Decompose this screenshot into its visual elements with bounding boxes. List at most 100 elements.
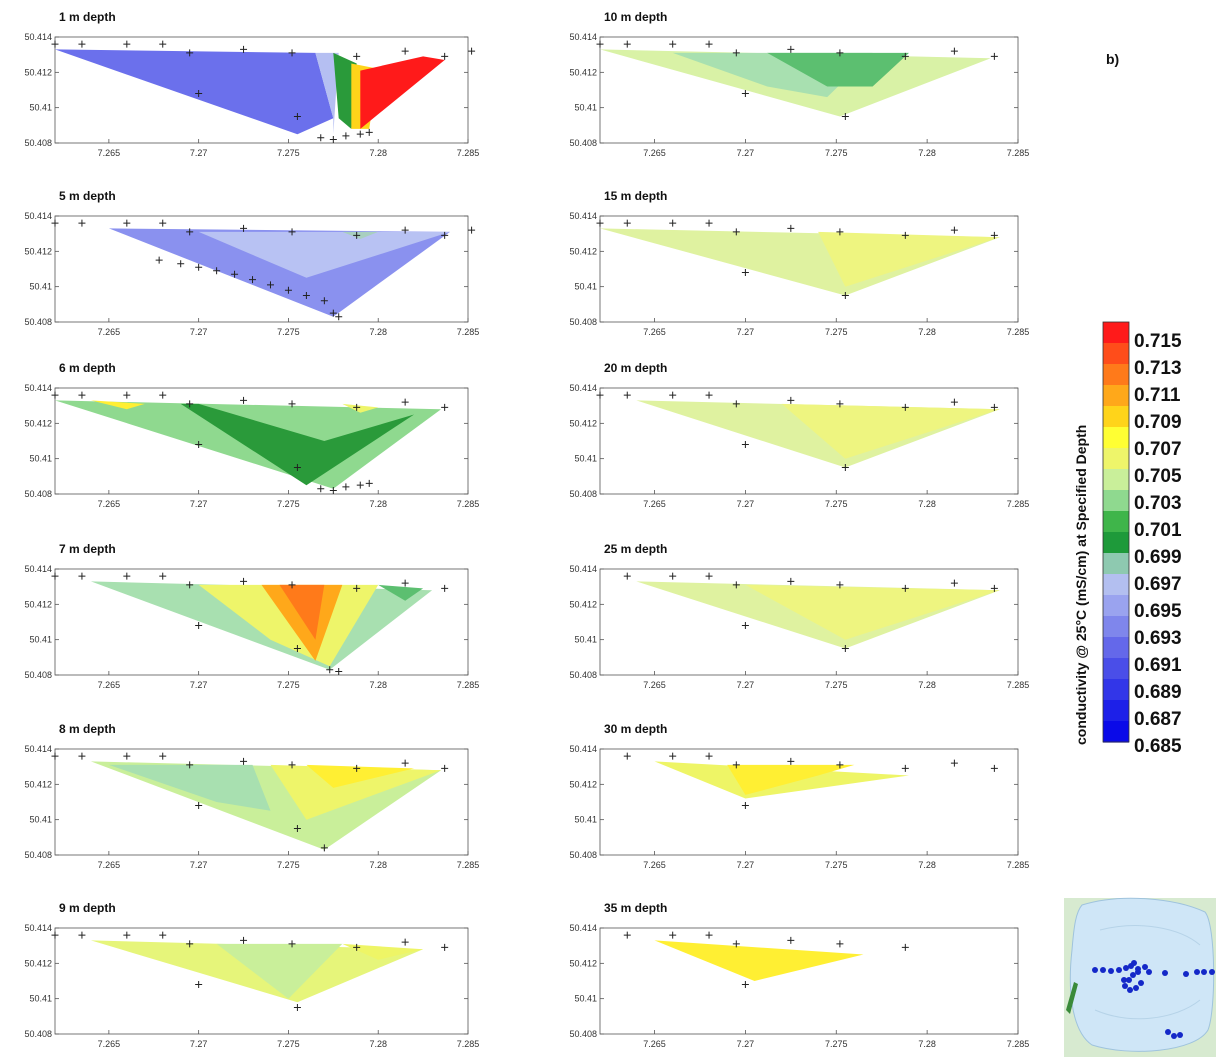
- sample-point: [950, 579, 958, 587]
- sample-point: [836, 940, 844, 948]
- sample-point: [705, 572, 713, 580]
- sample-point: [195, 90, 203, 98]
- sample-point: [320, 844, 328, 852]
- x-tick-label: 7.285: [457, 148, 480, 158]
- x-tick-label: 7.265: [98, 860, 121, 870]
- sample-point: [841, 292, 849, 299]
- x-tick-label: 7.28: [918, 680, 936, 690]
- colorbar-swatch: [1103, 448, 1129, 470]
- y-tick-label: 50.408: [24, 317, 52, 327]
- y-tick-label: 50.412: [569, 779, 597, 789]
- x-tick-label: 7.27: [737, 860, 755, 870]
- sample-point: [51, 219, 59, 227]
- x-tick-label: 7.285: [457, 680, 480, 690]
- sample-point: [741, 622, 749, 630]
- colorbar-label: 0.691: [1134, 655, 1182, 676]
- x-tick-label: 7.285: [457, 499, 480, 509]
- sample-point: [401, 47, 409, 55]
- sample-point: [326, 666, 334, 674]
- depth-contour: [1094, 999, 1201, 1020]
- sample-point: [78, 572, 86, 580]
- sample-point: [51, 572, 59, 580]
- x-tick-label: 7.275: [277, 680, 300, 690]
- sample-point: [353, 231, 361, 239]
- depth-panel: 5 m depth 7.265 7.27 7.275 7.28 7.285 50.414 50…: [24, 189, 479, 337]
- y-tick-label: 50.41: [574, 635, 597, 645]
- figure-label: b): [1106, 51, 1119, 67]
- sample-point: [441, 764, 449, 772]
- sample-point: [901, 764, 909, 772]
- sample-point: [787, 757, 795, 765]
- panel-title: 5 m depth: [59, 189, 116, 203]
- sampling-location: [1123, 965, 1129, 971]
- y-tick-label: 50.41: [29, 815, 52, 825]
- shore-feature: [1066, 982, 1078, 1014]
- sample-point: [329, 309, 337, 317]
- sample-point: [213, 267, 221, 275]
- sample-point: [186, 761, 194, 769]
- plot-frame: [599, 927, 1019, 1035]
- sampling-location: [1135, 969, 1141, 975]
- sample-point: [669, 40, 677, 48]
- sample-point: [401, 579, 409, 587]
- y-tick-label: 50.414: [569, 744, 597, 754]
- sample-point: [741, 90, 749, 98]
- sample-point: [401, 398, 409, 406]
- sample-point: [732, 228, 740, 236]
- x-tick-label: 7.27: [190, 1039, 208, 1049]
- colorbar-label: 0.687: [1134, 709, 1182, 730]
- y-tick-label: 50.41: [574, 454, 597, 464]
- sampling-location: [1121, 977, 1127, 983]
- x-tick-label: 7.265: [643, 860, 666, 870]
- sample-point: [288, 581, 296, 589]
- sample-point: [240, 577, 248, 585]
- sample-point: [78, 752, 86, 760]
- x-tick-label: 7.285: [457, 860, 480, 870]
- sample-point: [841, 464, 849, 471]
- sample-point: [249, 276, 257, 284]
- sample-point: [78, 931, 86, 939]
- sample-point: [950, 47, 958, 55]
- colorbar-swatch: [1103, 490, 1129, 512]
- depth-panel: 25 m depth 7.265 7.27 7.275 7.28 7.285 50.414 5…: [569, 542, 1029, 690]
- y-tick-label: 50.414: [24, 564, 52, 574]
- contour-zone: [727, 764, 855, 795]
- contour-zone: [818, 231, 1000, 287]
- contour-zone: [261, 584, 343, 661]
- x-tick-label: 7.285: [457, 1039, 480, 1049]
- sample-point: [288, 761, 296, 769]
- y-tick-label: 50.408: [569, 670, 597, 680]
- y-tick-label: 50.412: [24, 599, 52, 609]
- colorbar-swatch: [1103, 406, 1129, 428]
- sample-point: [441, 52, 449, 60]
- sample-point: [78, 219, 86, 227]
- sample-point: [468, 226, 476, 234]
- x-tick-label: 7.285: [1007, 148, 1030, 158]
- x-tick-label: 7.275: [825, 1039, 848, 1049]
- contour-zone: [360, 56, 445, 129]
- colorbar-label: 0.715: [1134, 331, 1182, 352]
- sampling-location: [1138, 980, 1144, 986]
- sampling-location: [1127, 987, 1133, 993]
- sample-point: [669, 391, 677, 399]
- sample-point: [787, 396, 795, 404]
- contour-zone: [781, 403, 1000, 459]
- x-tick-label: 7.27: [737, 148, 755, 158]
- sample-point: [741, 269, 749, 277]
- colorbar-swatch: [1103, 532, 1129, 554]
- x-tick-label: 7.28: [369, 499, 387, 509]
- y-tick-label: 50.414: [569, 383, 597, 393]
- colorbar-swatch: [1103, 637, 1129, 659]
- sample-point: [240, 396, 248, 404]
- x-tick-label: 7.275: [825, 499, 848, 509]
- sampling-location: [1133, 985, 1139, 991]
- sample-point: [329, 486, 337, 494]
- colorbar-swatch: [1103, 343, 1129, 365]
- sample-point: [288, 228, 296, 236]
- sampling-location: [1126, 977, 1132, 983]
- x-tick-label: 7.265: [643, 1039, 666, 1049]
- contour-zone: [745, 584, 1000, 640]
- sampling-location: [1130, 972, 1136, 978]
- sampling-location: [1108, 968, 1114, 974]
- depth-panel: 9 m depth 7.265 7.27 7.275 7.28 7.285 50.414 50…: [24, 901, 479, 1049]
